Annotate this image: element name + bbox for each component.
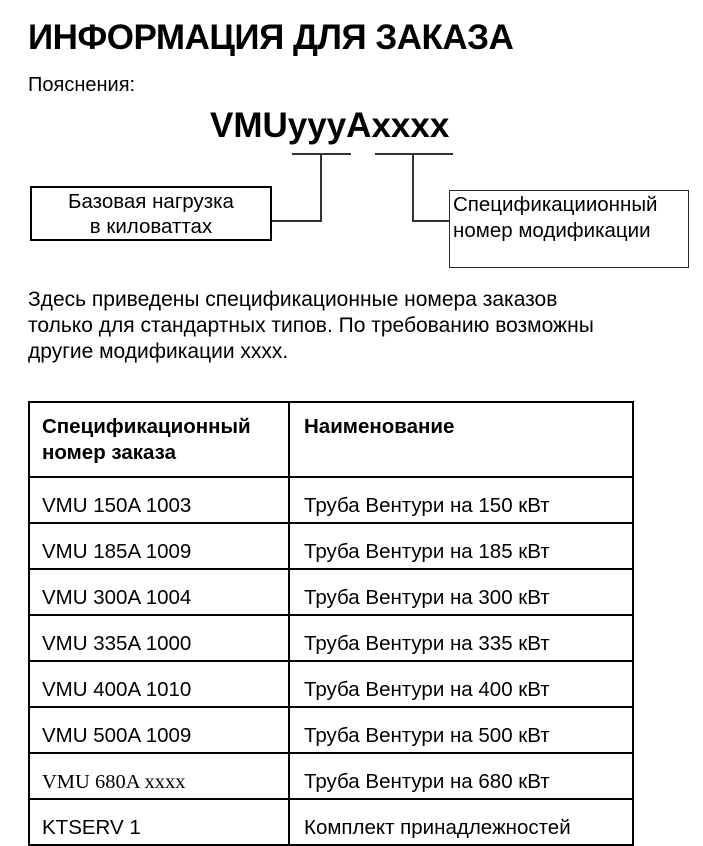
- name-cell: Труба Вентури на 300 кВт: [288, 568, 634, 616]
- order-table: Спецификационный номер заказа Наименован…: [28, 401, 634, 846]
- connector-line-right-horizontal: [412, 220, 450, 222]
- header-order-number: Спецификационный номер заказа: [28, 401, 290, 478]
- intro-paragraph-line1: Здесь приведены спецификационные номера …: [28, 288, 558, 311]
- base-load-callout-box: Базовая нагрузка в киловаттах: [30, 186, 272, 241]
- model-code: VMUyyyAxxxx: [210, 106, 450, 145]
- name-cell: Труба Вентури на 680 кВт: [288, 752, 634, 800]
- name-cell: Труба Вентури на 185 кВт: [288, 522, 634, 570]
- name-cell: Труба Вентури на 150 кВт: [288, 476, 634, 524]
- intro-paragraph-line3: другие модификации xxxx.: [28, 340, 289, 363]
- name-cell: Труба Вентури на 500 кВт: [288, 706, 634, 754]
- order-number-cell: VMU 680A xxxx: [28, 752, 290, 800]
- table-row: VMU 500A 1009 Труба Вентури на 500 кВт: [28, 706, 634, 754]
- code-underline-xxxx: [375, 153, 453, 155]
- name-cell: Труба Вентури на 400 кВт: [288, 660, 634, 708]
- table-row: VMU 335A 1000 Труба Вентури на 335 кВт: [28, 614, 634, 662]
- explanations-label: Пояснения:: [28, 74, 136, 96]
- connector-line-left-horizontal: [271, 220, 322, 222]
- table-row: KTSERV 1 Комплект принадлежностей: [28, 798, 634, 846]
- order-number-cell: VMU 500A 1009: [28, 706, 290, 754]
- base-load-callout-line1: Базовая нагрузка: [68, 189, 234, 213]
- order-number-cell: VMU 185A 1009: [28, 522, 290, 570]
- table-row: VMU 400A 1010 Труба Вентури на 400 кВт: [28, 660, 634, 708]
- table-row: VMU 300A 1004 Труба Вентури на 300 кВт: [28, 568, 634, 616]
- table-header-row: Спецификационный номер заказа Наименован…: [28, 401, 634, 478]
- order-number-cell: VMU 335A 1000: [28, 614, 290, 662]
- name-cell: Труба Вентури на 335 кВт: [288, 614, 634, 662]
- modification-callout-line1: Спецификациионный: [453, 193, 658, 216]
- modification-callout-line2: номер модификации: [453, 219, 651, 242]
- order-number-cell: VMU 300A 1004: [28, 568, 290, 616]
- order-number-cell: VMU 400A 1010: [28, 660, 290, 708]
- table-row: VMU 150A 1003 Труба Вентури на 150 кВт: [28, 476, 634, 524]
- connector-line-left-vertical: [320, 153, 322, 222]
- page-title: ИНФОРМАЦИЯ ДЛЯ ЗАКАЗА: [28, 18, 514, 57]
- connector-line-right-vertical: [412, 153, 414, 222]
- header-order-number-line2: номер заказа: [42, 441, 176, 464]
- modification-callout-box: Спецификациионный номер модификации: [449, 190, 689, 268]
- base-load-callout-line2: в киловаттах: [89, 214, 213, 238]
- intro-paragraph-line2: только для стандартных типов. По требова…: [28, 314, 594, 337]
- table-row: VMU 185A 1009 Труба Вентури на 185 кВт: [28, 522, 634, 570]
- header-order-number-line1: Спецификационный: [42, 415, 251, 438]
- table-row: VMU 680A xxxx Труба Вентури на 680 кВт: [28, 752, 634, 800]
- header-name: Наименование: [288, 401, 634, 478]
- intro-paragraph: Здесь приведены спецификационные номера …: [28, 287, 594, 365]
- order-number-cell: KTSERV 1: [28, 798, 290, 846]
- order-number-cell: VMU 150A 1003: [28, 476, 290, 524]
- name-cell: Комплект принадлежностей: [288, 798, 634, 846]
